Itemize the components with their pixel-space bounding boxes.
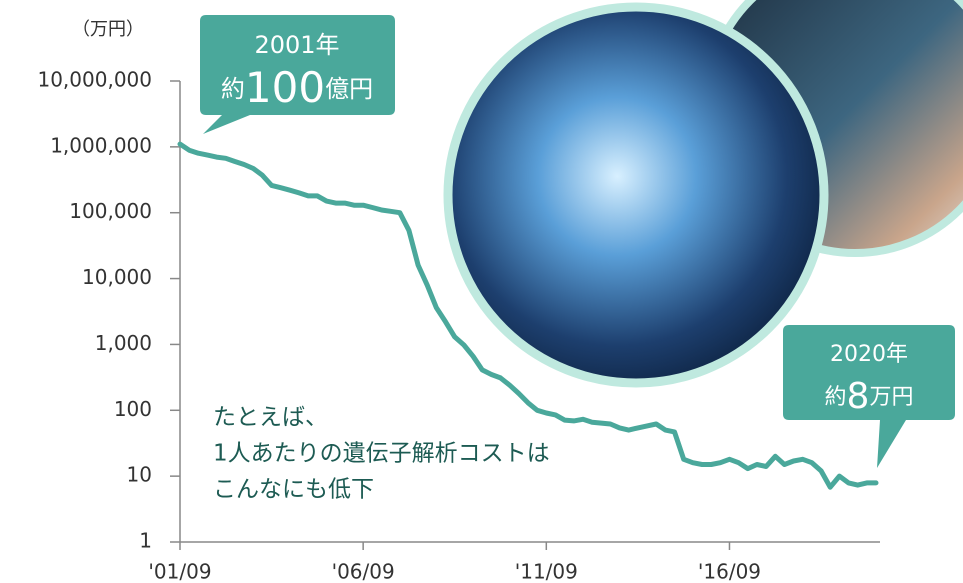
callout-box (200, 15, 395, 134)
callout-prefix: 約 (221, 75, 245, 103)
x-tick-label: '06/09 (332, 560, 395, 583)
callout-suffix: 億円 (325, 75, 373, 103)
callout-year: 2020年 (830, 342, 908, 367)
cost-line (177, 141, 879, 490)
x-tick-label: '11/09 (515, 560, 578, 583)
callout-prefix: 約 (825, 385, 847, 410)
y-tick-label: 10,000,000 (37, 68, 152, 92)
callout-number: 100 (245, 63, 325, 112)
callout-2001: 2001年 約100億円 (200, 15, 395, 134)
unit-label: （万円） (72, 19, 144, 40)
callout-year: 2001年 (254, 31, 339, 59)
callout-box (783, 325, 955, 468)
callout-2020: 2020年 約8万円 (783, 325, 955, 468)
annotation-line: こんなにも低下 (213, 477, 374, 503)
x-tick-label: '01/09 (148, 560, 211, 583)
y-tick-label: 10,000 (82, 265, 152, 289)
y-tick-label: 100 (114, 397, 152, 421)
callout-amount: 約100億円 (221, 63, 373, 112)
annotation-line: 1人あたりの遺伝子解析コストは (213, 441, 550, 467)
x-tick-label: '16/09 (698, 560, 761, 583)
photo-tablet (443, 2, 829, 388)
y-tick-label: 10 (127, 463, 152, 487)
callout-amount: 約8万円 (825, 376, 914, 417)
plot: 1 10 100 1,000 10,000 100,000 1,000,000 10,000,… (37, 68, 879, 583)
photos (443, 0, 963, 388)
y-tick-label: 100,000 (69, 199, 152, 223)
y-tick-label: 1,000,000 (50, 133, 152, 157)
callout-number: 8 (847, 376, 870, 417)
y-tick-label: 1,000 (95, 331, 152, 355)
callout-suffix: 万円 (869, 385, 913, 410)
annotation-line: たとえば、 (213, 405, 328, 431)
y-tick-label: 1 (139, 529, 152, 553)
